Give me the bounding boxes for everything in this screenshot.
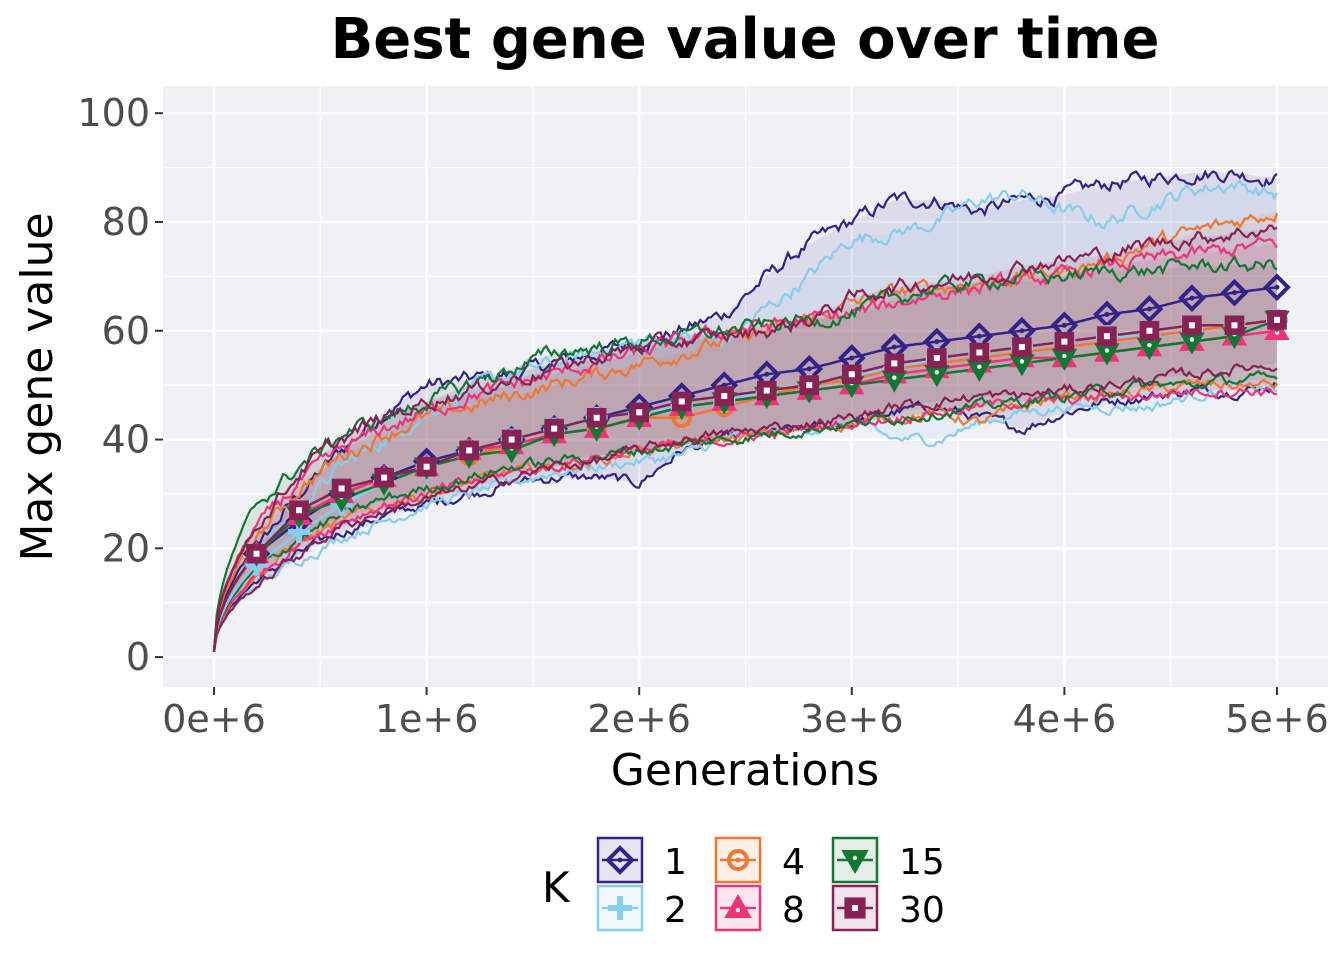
y-axis: 0 20 40 60 80 100	[77, 91, 163, 679]
data-point-1	[1220, 278, 1249, 307]
chart-title: Best gene value over time	[331, 7, 1160, 72]
data-point-30	[1224, 315, 1245, 336]
x-tick-label: 0e+6	[162, 697, 266, 741]
legend-marker-2	[608, 896, 632, 920]
data-point-30	[246, 543, 267, 564]
data-point-1	[1178, 284, 1206, 312]
legend-label-2: 2	[664, 890, 687, 931]
data-point-30	[1012, 337, 1032, 357]
y-tick-label: 40	[102, 418, 150, 462]
legend-marker-1	[605, 845, 635, 875]
x-tick-label: 2e+6	[587, 697, 691, 741]
data-point-30	[459, 440, 479, 461]
ribbon-2	[214, 183, 1277, 652]
data-point-30	[1097, 326, 1117, 346]
legend-marker-8	[724, 893, 752, 918]
legend-key-8	[714, 884, 762, 932]
legend-marker-30	[844, 897, 866, 919]
data-point-30	[1054, 331, 1075, 352]
y-tick-label: 80	[102, 200, 150, 244]
data-point-30	[501, 429, 522, 450]
legend-label-15: 15	[899, 842, 945, 883]
legend-title: K	[542, 863, 571, 912]
x-tick-label: 3e+6	[800, 697, 904, 741]
data-point-30	[629, 402, 650, 423]
data-point-1	[1135, 295, 1164, 323]
legend-marker-4	[727, 849, 749, 871]
legend: K 1 2 4 8 15 30	[542, 836, 945, 932]
data-point-30	[1182, 315, 1202, 336]
data-point-1	[1263, 273, 1291, 302]
data-point-30	[884, 353, 905, 374]
legend-label-8: 8	[782, 890, 805, 931]
data-point-30	[289, 500, 309, 521]
data-point-30	[756, 380, 777, 401]
y-tick-label: 20	[102, 526, 150, 570]
ribbon-15	[214, 265, 1277, 652]
data-point-30	[331, 478, 352, 499]
legend-key-30	[831, 884, 879, 932]
bound-line-lower-15	[212, 369, 1278, 652]
bound-line-lower-30	[212, 363, 1278, 652]
x-axis: 0e+6 1e+6 2e+6 3e+6 4e+6 5e+6	[162, 687, 1329, 741]
bound-line-lower-8	[212, 386, 1278, 652]
legend-key-2	[596, 884, 644, 932]
series-markers	[242, 273, 1291, 576]
ribbon-1	[214, 173, 1277, 652]
legend-key-1	[596, 836, 644, 884]
x-tick-label: 1e+6	[375, 697, 479, 741]
y-tick-label: 100	[77, 91, 150, 135]
y-tick-label: 60	[102, 309, 150, 353]
data-point-30	[586, 407, 607, 428]
bound-line-upper-2	[212, 179, 1278, 652]
x-axis-title: Generations	[611, 745, 879, 796]
y-axis-title: Max gene value	[12, 212, 63, 561]
x-tick-label: 4e+6	[1013, 697, 1117, 741]
data-point-30	[671, 391, 692, 412]
legend-key-4	[714, 836, 762, 884]
legend-key-15	[831, 836, 879, 884]
data-point-30	[374, 467, 394, 488]
data-point-30	[841, 364, 862, 385]
data-point-30	[969, 342, 990, 363]
data-point-30	[927, 348, 947, 368]
y-tick-label: 0	[126, 635, 150, 679]
legend-label-1: 1	[664, 842, 687, 883]
legend-marker-15	[841, 850, 869, 875]
data-point-30	[714, 386, 735, 406]
bound-line-upper-30	[212, 224, 1278, 652]
x-tick-label: 5e+6	[1225, 697, 1329, 741]
legend-label-30: 30	[899, 890, 945, 931]
data-point-30	[1139, 320, 1160, 341]
data-point-30	[416, 456, 437, 477]
data-point-30	[799, 375, 820, 395]
data-point-30	[1267, 310, 1287, 330]
data-point-30	[544, 418, 564, 439]
legend-label-4: 4	[782, 842, 805, 883]
